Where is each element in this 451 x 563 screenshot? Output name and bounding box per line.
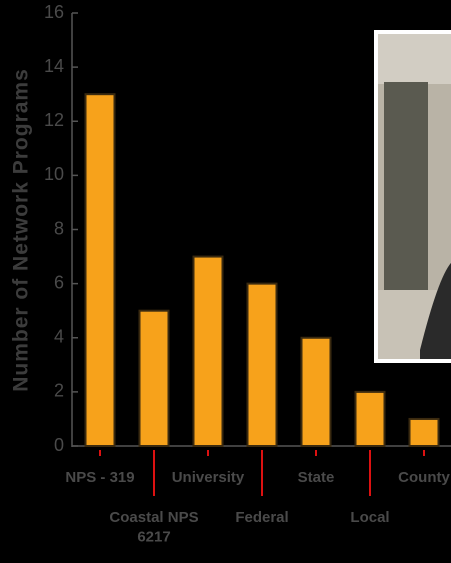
bar (192, 255, 224, 447)
x-tick-label: State (298, 469, 335, 486)
x-tick-label: NPS - 319 (65, 469, 134, 486)
bar (300, 336, 332, 447)
photo-wall-top (378, 34, 451, 84)
y-tick-label: 14 (44, 56, 64, 76)
bar (138, 309, 170, 447)
y-tick-label: 0 (54, 435, 64, 455)
y-tick-label: 16 (44, 2, 64, 22)
y-tick-label: 4 (54, 327, 64, 347)
bar (354, 390, 386, 447)
y-tick-label: 2 (54, 381, 64, 401)
bar (84, 93, 116, 447)
photo-figure (420, 262, 451, 359)
x-tick-label: Federal (235, 509, 288, 526)
x-tick-label: Coastal NPS 6217 (109, 509, 198, 546)
bar (408, 417, 440, 447)
photo-inset (374, 30, 451, 363)
x-tick-label: Local (350, 509, 389, 526)
y-tick-label: 6 (54, 272, 64, 292)
y-tick-label: 12 (44, 110, 64, 130)
y-tick-label: 10 (44, 164, 64, 184)
x-tick-label: County (398, 469, 450, 486)
x-tick-label: University (172, 469, 245, 486)
y-axis-label: Number of Network Programs (10, 68, 33, 392)
bar (246, 282, 278, 447)
y-tick-label: 8 (54, 218, 64, 238)
